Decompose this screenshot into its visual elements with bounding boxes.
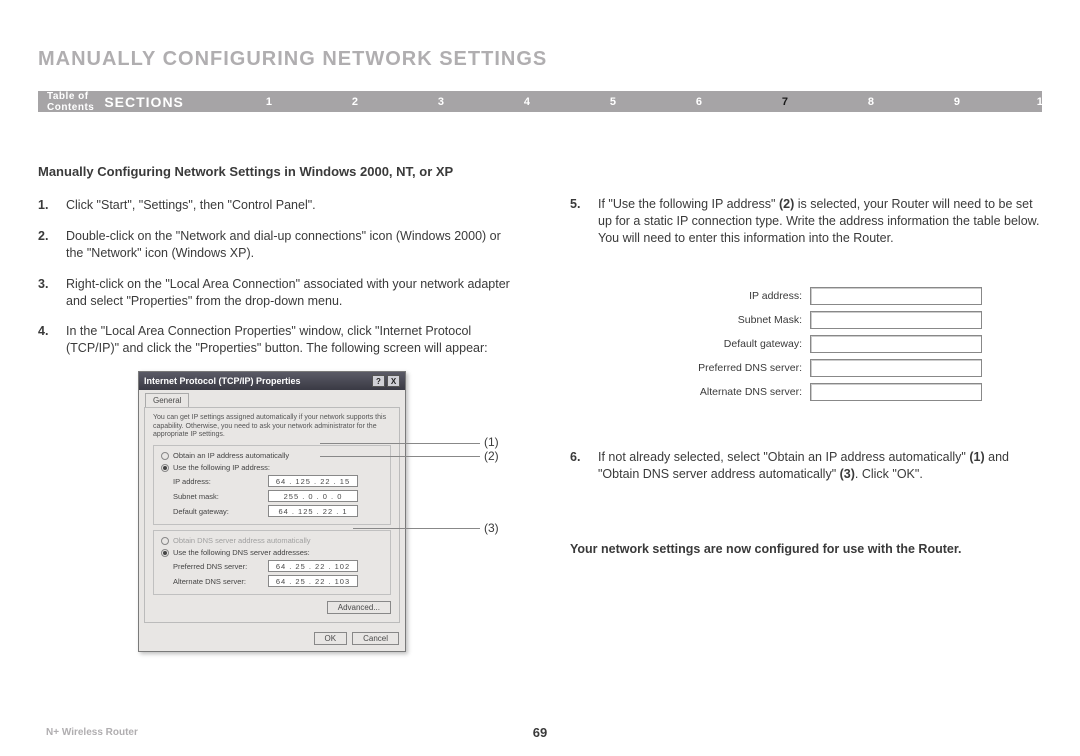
toc-link[interactable]: Table of Contents <box>38 91 104 113</box>
dialog-description: You can get IP settings assigned automat… <box>153 414 391 439</box>
nav-bar: Table of Contents SECTIONS 12345678910 <box>38 91 1042 112</box>
step-1-text: Click "Start", "Settings", then "Control… <box>66 197 510 214</box>
section-link-7[interactable]: 7 <box>742 96 828 108</box>
radio-use-dns-label: Use the following DNS server addresses: <box>173 548 310 557</box>
step-6-text: If not already selected, select "Obtain … <box>598 449 1042 483</box>
dialog-titlebar: Internet Protocol (TCP/IP) Properties ? … <box>139 372 405 390</box>
form-input-3[interactable] <box>810 359 982 377</box>
ip-settings-form: IP address: Subnet Mask: Default gateway: P… <box>670 287 1042 401</box>
form-input-0[interactable] <box>810 287 982 305</box>
form-label-2: Default gateway: <box>670 338 810 350</box>
form-label-1: Subnet Mask: <box>670 314 810 326</box>
section-link-4[interactable]: 4 <box>484 96 570 108</box>
section-link-5[interactable]: 5 <box>570 96 656 108</box>
step-4-text: In the "Local Area Connection Properties… <box>66 323 510 357</box>
section-link-3[interactable]: 3 <box>398 96 484 108</box>
pref-dns-label: Preferred DNS server: <box>173 562 268 571</box>
sections-label: SECTIONS <box>104 94 226 110</box>
gateway-field[interactable]: 64 . 125 . 22 . 1 <box>268 505 358 517</box>
step-3-num: 3. <box>38 276 66 310</box>
section-link-1[interactable]: 1 <box>226 96 312 108</box>
step-5-text: If "Use the following IP address" (2) is… <box>598 196 1042 247</box>
radio-use-ip[interactable] <box>161 464 169 472</box>
product-name: N+ Wireless Router <box>0 727 138 738</box>
page-number: 69 <box>533 725 547 740</box>
section-link-2[interactable]: 2 <box>312 96 398 108</box>
radio-use-dns[interactable] <box>161 549 169 557</box>
ip-address-field[interactable]: 64 . 125 . 22 . 15 <box>268 475 358 487</box>
form-input-4[interactable] <box>810 383 982 401</box>
callout-2: (2) <box>484 449 499 463</box>
ip-address-label: IP address: <box>173 477 268 486</box>
subnet-field[interactable]: 255 . 0 . 0 . 0 <box>268 490 358 502</box>
subnet-label: Subnet mask: <box>173 492 268 501</box>
radio-auto-ip-label: Obtain an IP address automatically <box>173 451 289 460</box>
form-label-0: IP address: <box>670 290 810 302</box>
form-label-3: Preferred DNS server: <box>670 362 810 374</box>
step-3-text: Right-click on the "Local Area Connectio… <box>66 276 510 310</box>
step-2-num: 2. <box>38 228 66 262</box>
radio-auto-ip[interactable] <box>161 452 169 460</box>
section-link-9[interactable]: 9 <box>914 96 1000 108</box>
gateway-label: Default gateway: <box>173 507 268 516</box>
advanced-button[interactable]: Advanced... <box>327 601 391 614</box>
alt-dns-label: Alternate DNS server: <box>173 577 268 586</box>
pref-dns-field[interactable]: 64 . 25 . 22 . 102 <box>268 560 358 572</box>
step-1-num: 1. <box>38 197 66 214</box>
radio-auto-dns[interactable] <box>161 537 169 545</box>
tab-general[interactable]: General <box>145 393 189 407</box>
step-4-num: 4. <box>38 323 66 357</box>
form-label-4: Alternate DNS server: <box>670 386 810 398</box>
step-6-num: 6. <box>570 449 598 483</box>
cancel-button[interactable]: Cancel <box>352 632 399 645</box>
ok-button[interactable]: OK <box>314 632 348 645</box>
close-icon[interactable]: X <box>387 375 400 387</box>
step-2-text: Double-click on the "Network and dial-up… <box>66 228 510 262</box>
step-5-num: 5. <box>570 196 598 247</box>
section-link-6[interactable]: 6 <box>656 96 742 108</box>
callout-1: (1) <box>484 435 499 449</box>
dialog-title: Internet Protocol (TCP/IP) Properties <box>144 376 301 386</box>
radio-auto-dns-label: Obtain DNS server address automatically <box>173 536 311 545</box>
alt-dns-field[interactable]: 64 . 25 . 22 . 103 <box>268 575 358 587</box>
callout-3: (3) <box>484 521 499 535</box>
final-note: Your network settings are now configured… <box>570 542 1042 556</box>
page-title: MANUALLY CONFIGURING NETWORK SETTINGS <box>38 48 1042 71</box>
subheading: Manually Configuring Network Settings in… <box>38 164 510 179</box>
section-link-8[interactable]: 8 <box>828 96 914 108</box>
radio-use-ip-label: Use the following IP address: <box>173 463 270 472</box>
help-icon[interactable]: ? <box>372 375 385 387</box>
form-input-1[interactable] <box>810 311 982 329</box>
tcpip-dialog-figure: Internet Protocol (TCP/IP) Properties ? … <box>138 371 510 652</box>
form-input-2[interactable] <box>810 335 982 353</box>
section-link-10[interactable]: 10 <box>1000 96 1080 108</box>
